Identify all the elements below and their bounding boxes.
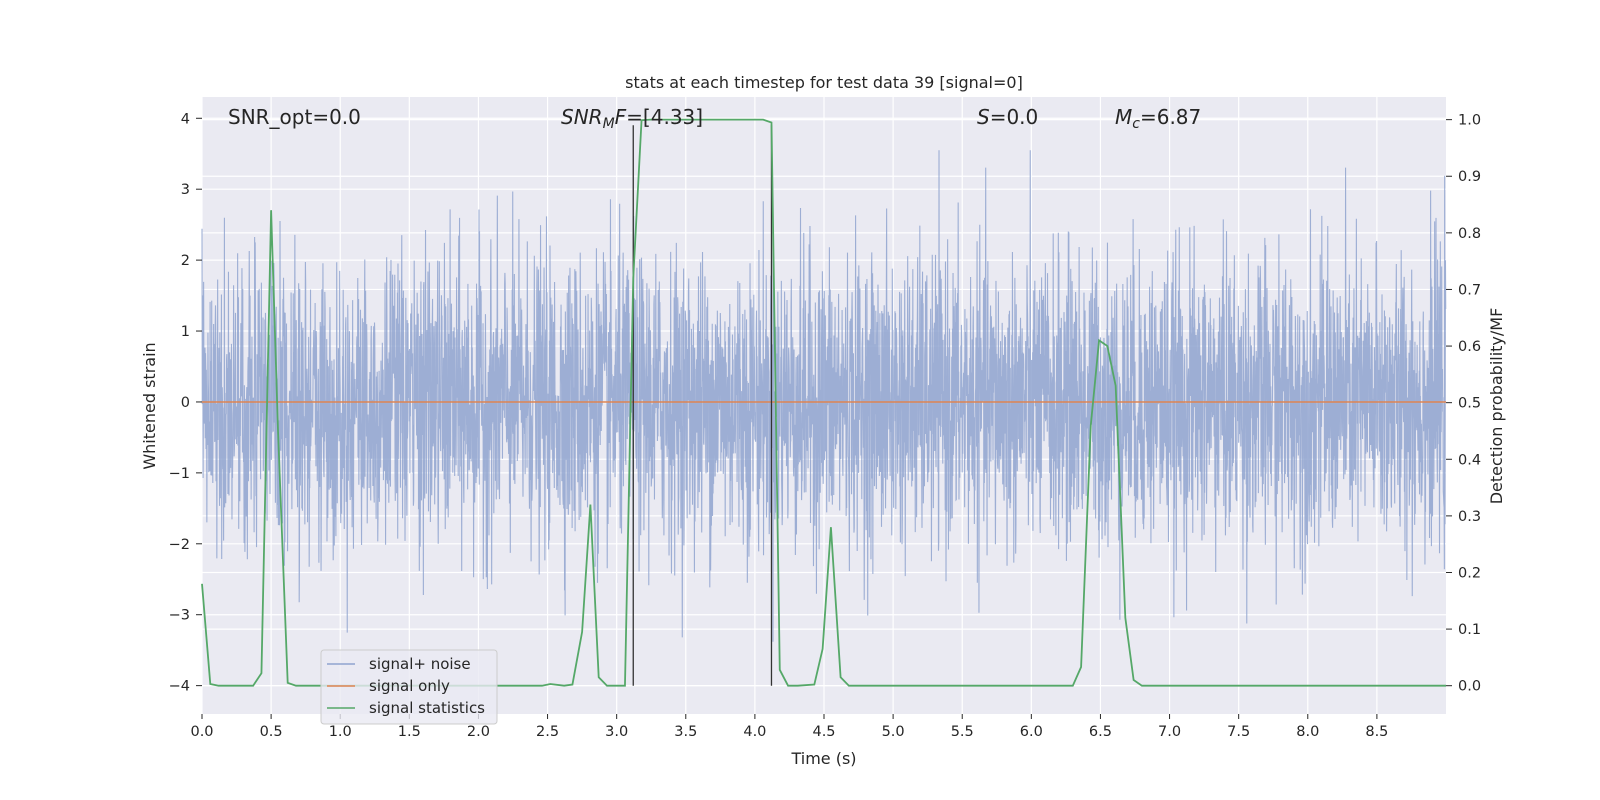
y-left-tick-label-4: 0 xyxy=(181,395,190,411)
x-tick-label-10: 5.0 xyxy=(882,724,905,740)
x-tick-label-4: 2.0 xyxy=(467,724,490,740)
y-right-tick-label-10: 0.0 xyxy=(1458,679,1481,695)
annotation-snr-mf: SNRMF=[4.33] xyxy=(561,105,703,132)
series-signal-statistics xyxy=(201,118,1446,687)
y-left-tick-label-0: 4 xyxy=(181,111,190,127)
chart-title: stats at each timestep for test data 39 … xyxy=(625,73,1023,92)
x-tick-label-16: 8.0 xyxy=(1296,724,1319,740)
y-right-tick-label-5: 0.5 xyxy=(1458,396,1481,412)
annotation-snr-opt: SNR_opt=0.0 xyxy=(228,105,361,129)
x-tick-label-14: 7.0 xyxy=(1158,724,1181,740)
y-axis-left-ticks: 4 3 2 1 0 −1 −2 −3 −4 xyxy=(169,111,202,695)
x-tick-label-1: 0.5 xyxy=(260,724,283,740)
y-right-tick-label-4: 0.6 xyxy=(1458,339,1481,355)
legend-label-signal-only: signal only xyxy=(369,677,450,695)
x-axis-label: Time (s) xyxy=(790,749,856,768)
y-left-tick-label-6: −2 xyxy=(169,537,190,553)
y-left-tick-label-5: −1 xyxy=(169,466,190,482)
y-axis-right-ticks: 1.0 0.9 0.8 0.7 0.6 0.5 0.4 0.3 0.2 0.1 0.0 xyxy=(1446,113,1481,695)
x-tick-label-8: 4.0 xyxy=(743,724,766,740)
x-tick-label-12: 6.0 xyxy=(1020,724,1043,740)
legend: signal+ noise signal only signal statist… xyxy=(320,649,498,725)
annotation-s: S=0.0 xyxy=(977,105,1038,129)
x-tick-label-7: 3.5 xyxy=(674,724,697,740)
x-tick-label-3: 1.5 xyxy=(398,724,421,740)
y-left-tick-label-1: 3 xyxy=(181,182,190,198)
legend-box xyxy=(320,649,498,725)
x-tick-label-2: 1.0 xyxy=(329,724,352,740)
y-left-tick-label-8: −4 xyxy=(169,679,190,695)
line-signal-statistics xyxy=(201,118,1446,687)
y-right-tick-label-9: 0.1 xyxy=(1458,622,1481,638)
legend-label-signal-noise: signal+ noise xyxy=(369,655,471,673)
y-right-tick-label-0: 1.0 xyxy=(1458,113,1481,129)
y-left-tick-label-7: −3 xyxy=(169,608,190,624)
x-tick-label-5: 2.5 xyxy=(536,724,559,740)
y-right-tick-label-2: 0.8 xyxy=(1458,226,1481,242)
x-tick-label-9: 4.5 xyxy=(812,724,835,740)
y-left-tick-label-3: 1 xyxy=(181,324,190,340)
y-right-tick-label-7: 0.3 xyxy=(1458,509,1481,525)
x-tick-label-13: 6.5 xyxy=(1089,724,1112,740)
annotation-mc: Mc=6.87 xyxy=(1115,105,1201,132)
y-right-tick-label-8: 0.2 xyxy=(1458,565,1481,581)
x-tick-label-17: 8.5 xyxy=(1365,724,1388,740)
x-tick-label-6: 3.0 xyxy=(605,724,628,740)
legend-label-signal-statistics: signal statistics xyxy=(369,699,485,717)
x-tick-label-11: 5.5 xyxy=(951,724,974,740)
x-tick-label-15: 7.5 xyxy=(1227,724,1250,740)
y-axis-left-label: Whitened strain xyxy=(140,342,159,469)
y-right-tick-label-3: 0.7 xyxy=(1458,282,1481,298)
y-axis-right-label: Detection probability/MF xyxy=(1487,308,1506,505)
y-right-tick-label-6: 0.4 xyxy=(1458,452,1481,468)
y-left-tick-label-2: 2 xyxy=(181,253,190,269)
x-axis-ticks: 0.0 0.5 1.0 1.5 2.0 2.5 3.0 3.5 4.0 4.5 5.0 5.5 6.0 6… xyxy=(190,714,1388,740)
x-tick-label-0: 0.0 xyxy=(190,724,213,740)
vertical-markers xyxy=(632,125,773,686)
y-right-tick-label-1: 0.9 xyxy=(1458,169,1481,185)
